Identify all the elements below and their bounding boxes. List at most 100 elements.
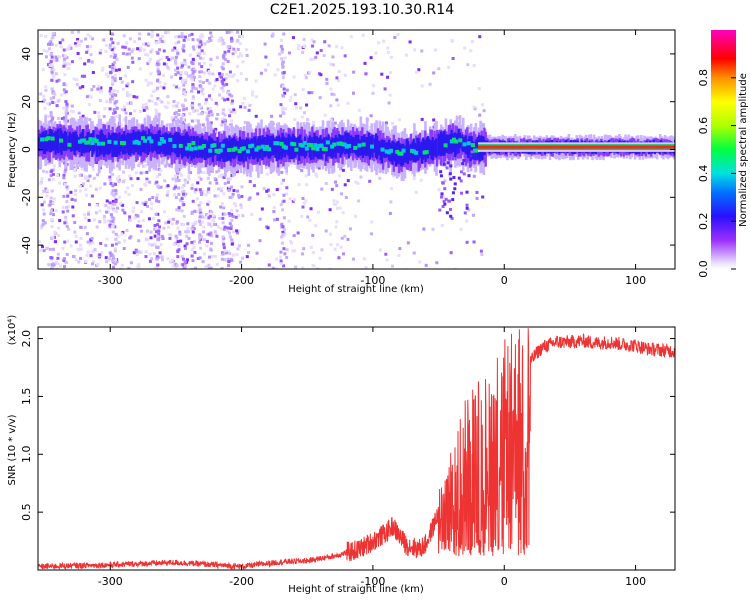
spectrogram-noise-cell (215, 234, 219, 238)
spectrogram-streak-cell (279, 203, 283, 207)
spectrogram-noise-cell (62, 54, 66, 58)
spectrogram-noise-cell (171, 104, 175, 108)
spectrogram-streak-cell (156, 51, 160, 55)
spectrogram-noise-cell (84, 187, 88, 191)
spectrogram-noise-cell (130, 56, 134, 60)
spectrogram-noise-cell (40, 177, 44, 181)
spectrogram-noise-cell (122, 170, 126, 174)
spectrogram-noise-cell (274, 267, 278, 269)
spectrogram-noise-cell (310, 38, 314, 42)
spectrogram-noise-cell (141, 201, 145, 205)
spectrogram-streak-cell (174, 111, 178, 115)
spectrogram-streak-cell (190, 103, 194, 107)
spectrogram-streak-cell (111, 184, 115, 188)
spectrogram-streak-cell (62, 194, 66, 198)
spectrogram-peak-cell (107, 139, 112, 144)
spectrogram-noise-cell (115, 260, 119, 264)
spectrogram-noise-cell (149, 72, 153, 76)
spectrogram-noise-cell (275, 217, 279, 221)
spectrogram-noise-cell (95, 203, 99, 207)
spectrogram-noise-cell (346, 237, 350, 241)
spectrogram-noise-cell (83, 225, 87, 229)
spectrogram-noise-cell (144, 42, 148, 46)
spectrogram-tail-cell (448, 172, 452, 176)
spectrogram-tail-cell (443, 202, 447, 206)
spectrogram-streak-cell (182, 214, 186, 218)
spectrogram-x-tick-label: -300 (98, 274, 123, 287)
spectrogram-noise-cell (341, 168, 345, 172)
spectrogram-noise-cell (161, 73, 165, 77)
spectrogram-streak-cell (175, 49, 179, 53)
spectrogram-noise-cell (138, 32, 142, 36)
spectrogram-streak-cell (49, 111, 53, 115)
spectrogram-noise-cell (264, 55, 268, 59)
spectrogram-noise-cell (231, 214, 235, 218)
spectrogram-streak-cell (191, 38, 195, 42)
spectrogram-noise-cell (251, 90, 255, 94)
spectrogram-noise-cell (293, 198, 297, 202)
spectrogram-noise-cell (66, 192, 70, 196)
spectrogram-streak-cell (182, 203, 186, 207)
spectrogram-noise-cell (149, 81, 153, 85)
spectrogram-band-cell (185, 132, 188, 157)
spectrogram-streak-cell (209, 38, 213, 42)
spectrogram-noise-cell (52, 164, 56, 168)
spectrogram-noise-cell (277, 187, 281, 191)
spectrogram-streak-cell (209, 121, 213, 125)
spectrogram-band-cell (124, 136, 127, 155)
spectrogram-streak-cell (192, 246, 196, 250)
spectrogram-noise-cell (293, 93, 297, 97)
spectrogram-streak-cell (206, 176, 210, 180)
spectrogram-noise-cell (183, 244, 187, 248)
spectrogram-noise-cell (101, 68, 105, 72)
spectrogram-noise-cell (314, 224, 318, 228)
spectrogram-band-cell (272, 135, 275, 156)
spectrogram-noise-cell (168, 164, 172, 168)
spectrogram-streak-cell (53, 235, 57, 239)
spectrogram-noise-cell (329, 62, 333, 66)
spectrogram-noise-cell (54, 43, 58, 47)
spectrogram-streak-cell (282, 216, 286, 220)
spectrogram-noise-cell (194, 220, 198, 224)
spectrogram-noise-cell (305, 183, 309, 187)
spectrogram-noise-cell (114, 247, 118, 251)
spectrogram-band-cell (225, 138, 229, 162)
spectrogram-noise-cell (472, 174, 476, 178)
spectrogram-noise-cell (46, 102, 50, 106)
spectrogram-noise-cell (126, 102, 130, 106)
spectrogram-noise-cell (220, 65, 224, 69)
spectrogram-noise-cell (329, 243, 333, 247)
spectrogram-streak-cell (182, 90, 186, 94)
colorbar: 0.00.20.40.60.8 Normalized spectral ampl… (697, 30, 749, 278)
spectrogram-noise-cell (180, 196, 184, 200)
spectrogram-noise-cell (159, 169, 163, 173)
spectrogram-streak-cell (209, 248, 213, 252)
spectrogram-noise-cell (364, 266, 368, 269)
spectrogram-band-cell (169, 132, 172, 156)
spectrogram-noise-cell (66, 205, 70, 209)
spectrogram-streak-cell (183, 178, 187, 182)
spectrogram-band-cell (43, 134, 47, 154)
spectrogram-noise-cell (255, 251, 259, 255)
spectrogram-noise-cell (70, 197, 74, 201)
spectrogram-streak-cell (221, 120, 225, 124)
spectrogram-noise-cell (74, 189, 78, 193)
spectrogram-streak-cell (111, 254, 115, 258)
spectrogram-streak-cell (221, 81, 225, 85)
spectrogram-peak-cell (149, 139, 154, 144)
spectrogram-noise-cell (295, 106, 299, 110)
spectrogram-band-cell (67, 135, 70, 150)
spectrogram-streak-cell (176, 69, 180, 73)
spectrogram-noise-cell (130, 184, 134, 188)
spectrogram-streak-cell (280, 63, 284, 67)
spectrogram-peak-cell (344, 144, 349, 149)
spectrogram-noise-cell (272, 192, 276, 196)
spectrogram-streak-cell (62, 48, 66, 52)
spectrogram-streak-cell (228, 195, 232, 199)
spectrogram-noise-cell (171, 264, 175, 268)
spectrogram-noise-cell (125, 84, 129, 88)
spectrogram-noise-cell (368, 125, 372, 129)
spectrogram-noise-cell (78, 43, 82, 47)
spectrogram-noise-cell (91, 249, 95, 253)
spectrogram-noise-cell (304, 199, 308, 203)
